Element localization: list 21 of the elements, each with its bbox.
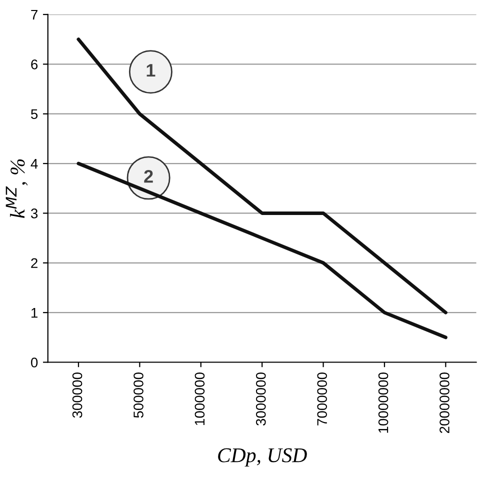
y-tick-label: 5 [30, 109, 38, 120]
y-tick-label: 2 [31, 258, 38, 268]
x-tick-label: 500000 [134, 372, 144, 418]
x-tick-label: 10000000 [378, 372, 388, 433]
x-tick-label: 20000000 [440, 372, 450, 434]
annotation: 1 [146, 64, 156, 77]
y-axis-title: k$^{MZ}$, % [6, 159, 28, 218]
x-axis-title: CDp, USD [218, 448, 307, 467]
annotation: 2 [144, 170, 153, 183]
y-tick-label: 4 [30, 159, 38, 169]
x-tick-label: 3000000 [256, 372, 266, 426]
x-tick-label: 7000000 [317, 372, 328, 426]
x-tick-label: 1000000 [194, 372, 205, 425]
line-series [76, 162, 448, 340]
y-tick-label: 1 [31, 308, 38, 318]
line-series [76, 38, 448, 314]
y-tick-label: 6 [31, 60, 38, 70]
x-tick-label: 300000 [72, 372, 82, 418]
y-tick-label: 7 [31, 10, 38, 20]
y-tick-label: 0 [30, 358, 38, 368]
y-tick-label: 3 [30, 208, 38, 218]
